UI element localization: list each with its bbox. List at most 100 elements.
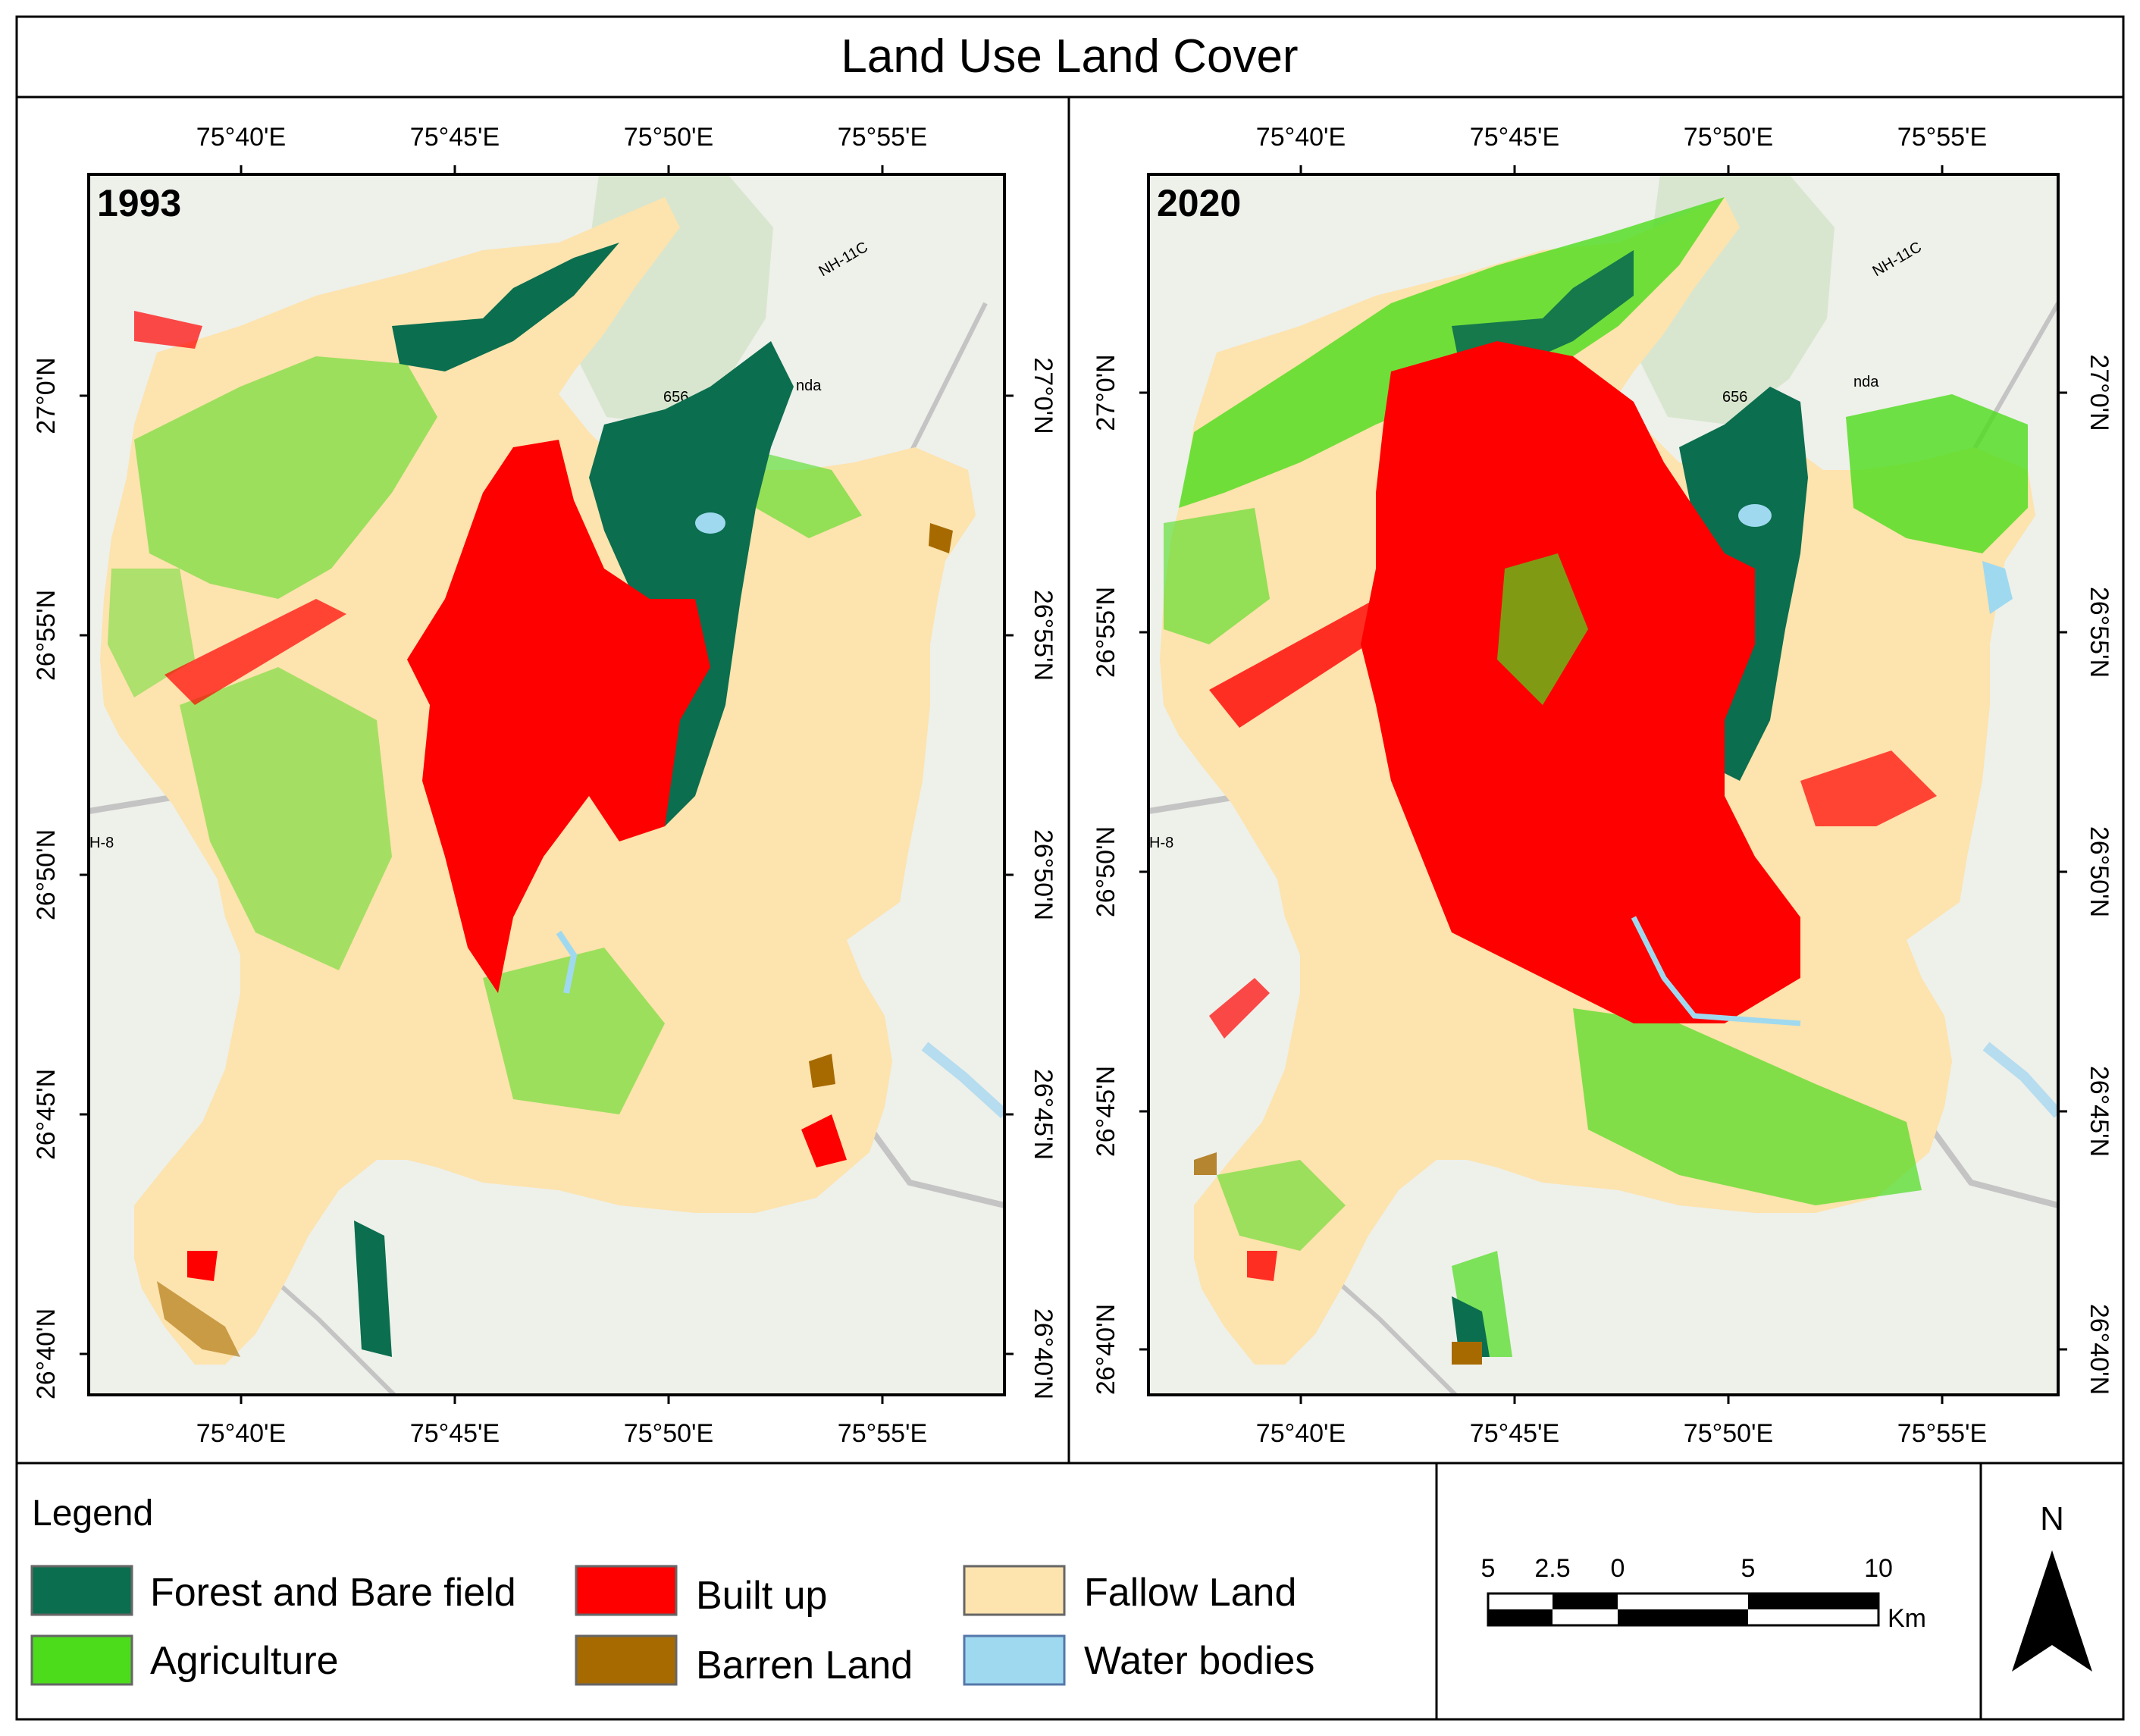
map-2020: NH-11C 656 nda H-8: [1092, 123, 2113, 1448]
agriculture-patch: [741, 447, 862, 538]
lat-tick-label: 26°45'N: [1029, 1069, 1057, 1160]
lat-tick-label: 26°50'N: [1092, 826, 1120, 917]
agriculture-patch: [1179, 197, 1725, 508]
barren-patch: [1452, 1342, 1482, 1365]
lon-tick-label: 75°40'E: [196, 123, 286, 152]
lat-tick-label: 26°45'N: [1092, 1066, 1120, 1157]
builtup-patch: [134, 311, 202, 349]
lat-tick-label: 26°45'N: [32, 1069, 61, 1160]
barren-patch: [929, 523, 953, 553]
lat-tick-label: 26°45'N: [2085, 1066, 2113, 1157]
legend-swatch-builtup: [575, 1565, 678, 1616]
builtup-patch: [1209, 978, 1270, 1039]
barren-patch: [157, 1281, 240, 1357]
year-label: 1993: [97, 182, 181, 224]
builtup-patch: [164, 599, 346, 705]
legend-label-barren: Barren Land: [696, 1644, 913, 1687]
lat-tick-label: 26°40'N: [1029, 1308, 1057, 1399]
agriculture-patch: [108, 569, 195, 697]
scale-segment: [1553, 1593, 1618, 1609]
lat-tick-label: 26°50'N: [32, 829, 61, 920]
agriculture-patch: [483, 948, 665, 1114]
legend-swatch-agriculture: [30, 1634, 133, 1686]
lon-tick-label: 75°40'E: [196, 1419, 286, 1448]
lat-tick-label: 26°40'N: [1092, 1304, 1120, 1395]
lon-tick-label: 75°50'E: [624, 123, 713, 152]
lon-tick-label: 75°40'E: [1256, 1419, 1346, 1448]
lon-tick-label: 75°55'E: [1897, 123, 1987, 152]
north-arrow-icon: [2012, 1550, 2092, 1672]
lon-tick-label: 75°55'E: [838, 1419, 927, 1448]
tick-marks: [1139, 165, 2067, 1404]
scale-label: 10: [1864, 1554, 1893, 1583]
lon-tick-label: 75°50'E: [1684, 1419, 1773, 1448]
north-arrow: N: [2012, 1500, 2092, 1672]
tick-marks: [80, 165, 1014, 1404]
forest-patch: [354, 1221, 392, 1357]
lon-tick-label: 75°45'E: [410, 1419, 500, 1448]
scale-segment: [1618, 1609, 1748, 1625]
builtup-patch: [1800, 750, 1937, 826]
basemap-label: nda: [1853, 374, 1879, 390]
lon-tick-label: 75°45'E: [1470, 1419, 1559, 1448]
builtup-patch: [1247, 1251, 1277, 1281]
scale-segment: [1748, 1593, 1878, 1609]
legend-swatch-water: [963, 1634, 1066, 1686]
legend-swatch-forest: [30, 1565, 133, 1616]
legend-swatch-fallow: [963, 1565, 1066, 1616]
agriculture-patch: [1217, 1160, 1346, 1251]
lon-tick-label: 75°45'E: [1470, 123, 1559, 152]
water-body: [1982, 561, 2013, 614]
lat-tick-label: 26°55'N: [1092, 587, 1120, 678]
lat-tick-label: 26°55'N: [32, 590, 61, 681]
legend-label-forest: Forest and Bare field: [150, 1571, 516, 1615]
scale-label: 2.5: [1534, 1554, 1570, 1583]
scale-segment: [1488, 1609, 1553, 1625]
legend-label-builtup: Built up: [696, 1574, 827, 1618]
barren-patch: [1194, 1152, 1217, 1175]
lat-tick-label: 26°50'N: [1029, 829, 1057, 920]
builtup-patch: [1209, 599, 1391, 728]
basemap-river: [1982, 1042, 2058, 1118]
figure-title: Land Use Land Cover: [841, 30, 1298, 83]
scale-segment: [1488, 1593, 1553, 1609]
agriculture-patch: [1573, 1008, 1922, 1205]
lat-tick-label: 26°40'N: [32, 1308, 61, 1399]
scale-label: 0: [1611, 1554, 1625, 1583]
lat-tick-label: 26°55'N: [1029, 590, 1057, 681]
legend-heading: Legend: [32, 1493, 153, 1534]
forest-patch: [392, 243, 619, 371]
barren-patch: [809, 1054, 835, 1088]
lat-tick-label: 26°40'N: [2085, 1304, 2113, 1395]
basemap-label: H-8: [89, 835, 114, 851]
legend-swatch-barren: [575, 1634, 678, 1686]
scale-outline: [1487, 1592, 1880, 1627]
agriculture-patch: [180, 667, 392, 970]
scale-segment: [1748, 1609, 1878, 1625]
scale-label: 5: [1481, 1554, 1496, 1583]
scale-unit: Km: [1888, 1604, 1926, 1633]
water-body: [1631, 916, 1801, 1026]
water-body: [695, 512, 725, 534]
builtup-patch: [187, 1251, 218, 1281]
lulc-region: [100, 197, 976, 1365]
figure-border: [15, 15, 2125, 1721]
lon-tick-label: 75°45'E: [410, 123, 500, 152]
lon-tick-label: 75°40'E: [1256, 123, 1346, 152]
year-label: 2020: [1157, 182, 1241, 224]
scale-bar: 5 2.5 0 5 10 Km: [1481, 1554, 1926, 1633]
lat-tick-label: 27°0'N: [1092, 354, 1120, 431]
lulc-region: [1160, 197, 2035, 1365]
legend-label-agriculture: Agriculture: [150, 1639, 339, 1683]
agriculture-patch: [134, 356, 437, 599]
water-body: [556, 930, 578, 994]
builtup-patch: [1361, 341, 1800, 1023]
legend: Legend Forest and Bare field Agriculture…: [30, 1493, 1314, 1687]
basemap-label: 656: [1722, 389, 1747, 406]
scale-segment: [1553, 1609, 1618, 1625]
north-label: N: [2040, 1500, 2064, 1537]
lat-tick-label: 27°0'N: [32, 357, 61, 434]
legend-label-water: Water bodies: [1084, 1639, 1314, 1683]
map-frame: [87, 173, 1006, 1396]
